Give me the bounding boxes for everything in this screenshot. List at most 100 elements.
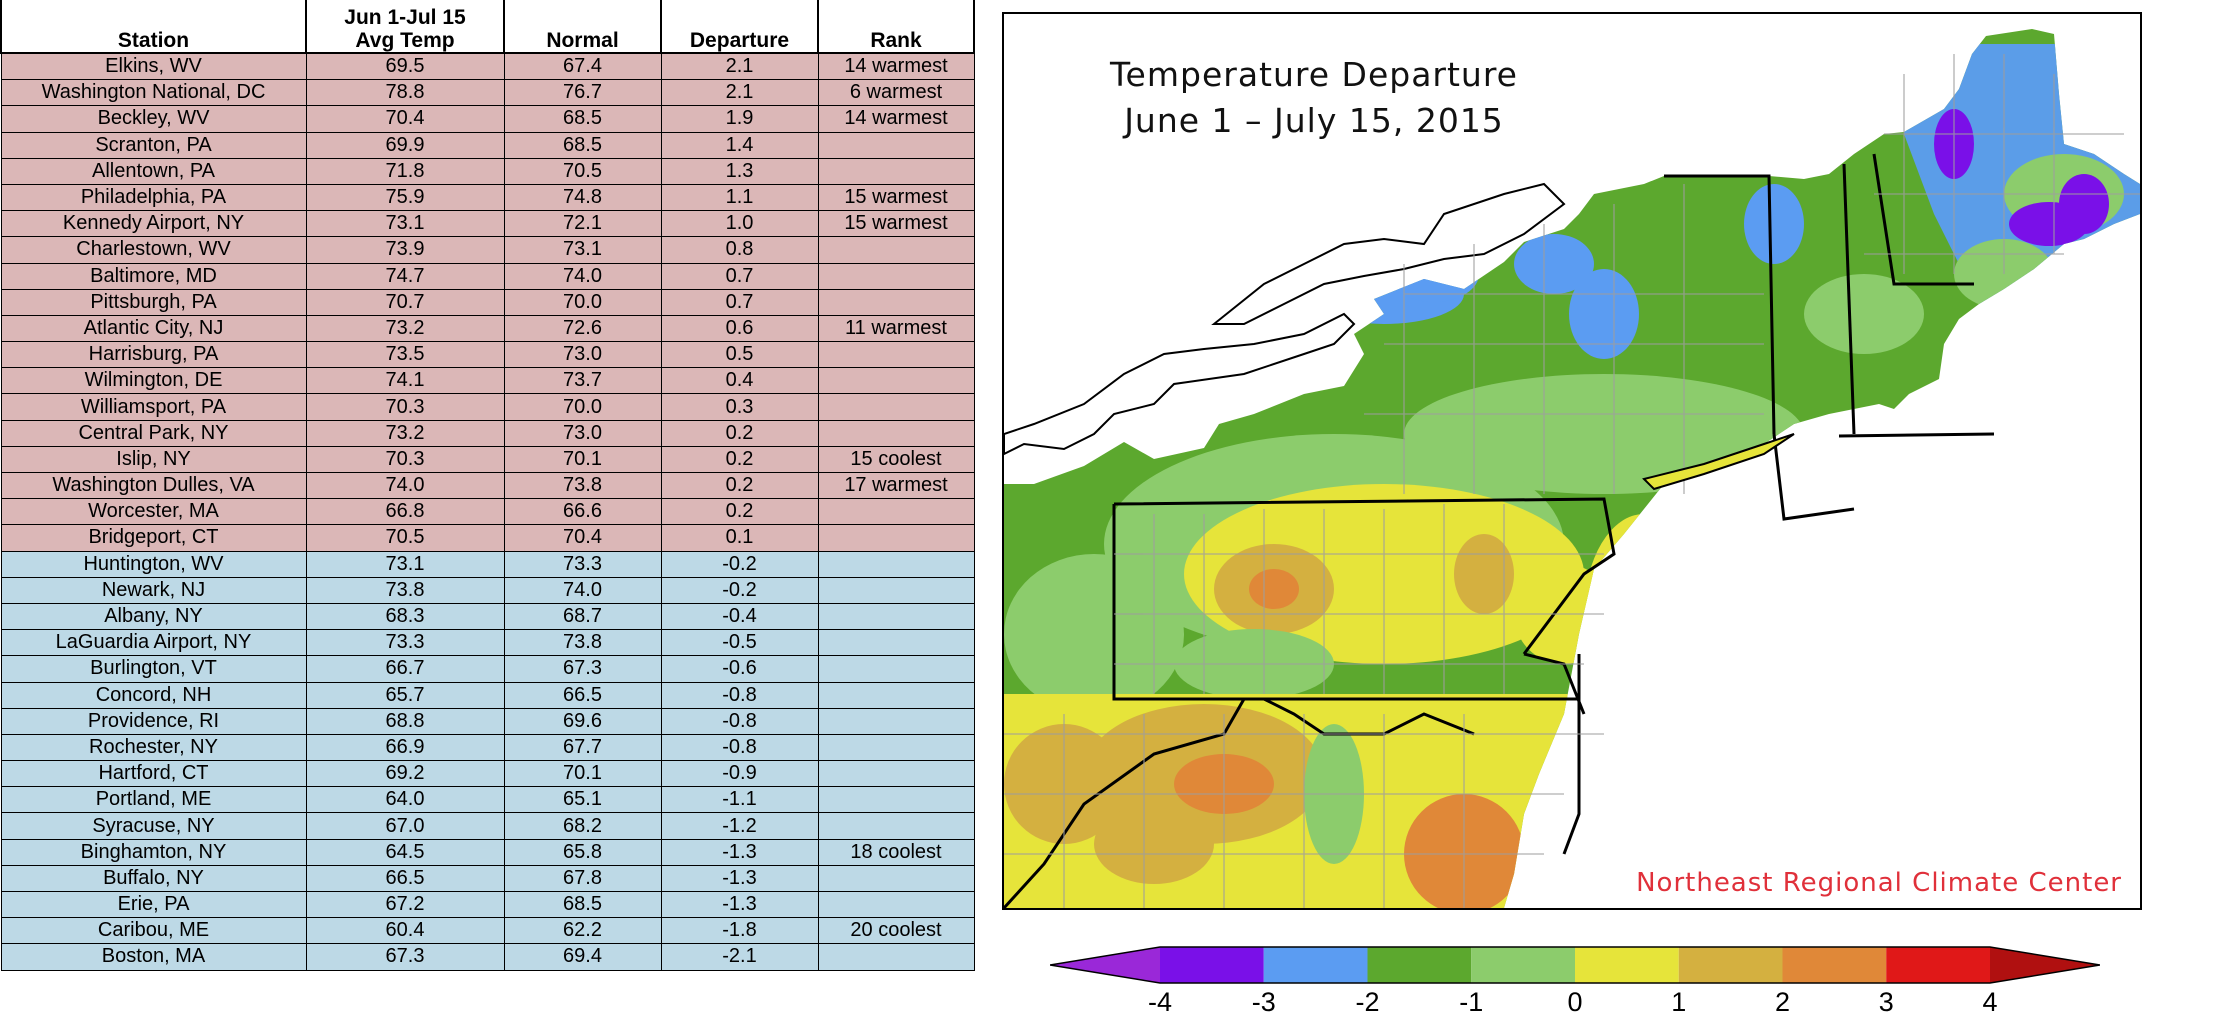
cell-rank: 17 warmest — [817, 471, 975, 500]
cell-station: Syracuse, NY — [0, 812, 307, 840]
table-row: Worcester, MA 66.8 66.6 0.2 — [0, 498, 975, 526]
cell-departure: -1.1 — [660, 786, 819, 814]
cell-rank: 18 coolest — [817, 838, 975, 866]
cell-departure: -0.8 — [660, 681, 819, 709]
cell-departure: -1.3 — [660, 838, 819, 866]
cell-departure: 0.2 — [660, 471, 819, 500]
cell-avg: 66.5 — [305, 864, 505, 893]
table-row: Washington National, DC 78.8 76.7 2.1 6 warm… — [0, 79, 975, 107]
cell-departure: -0.8 — [660, 733, 819, 762]
cell-station: Washington National, DC — [0, 79, 307, 107]
cell-normal: 73.0 — [503, 341, 662, 369]
table-row: Caribou, ME 60.4 62.2 -1.8 20 coolest — [0, 917, 975, 945]
table-header-row: Station Jun 1-Jul 15 Avg Temp Normal Dep… — [0, 0, 975, 54]
table-row: Portland, ME 64.0 65.1 -1.1 — [0, 786, 975, 814]
cell-normal: 66.6 — [503, 498, 662, 526]
long-island — [1642, 433, 1795, 491]
cell-station: Albany, NY — [0, 602, 307, 631]
table-row: Buffalo, NY 66.5 67.8 -1.3 — [0, 864, 975, 893]
cell-avg: 69.2 — [305, 760, 505, 788]
cell-normal: 70.1 — [503, 445, 662, 474]
cell-rank — [817, 890, 975, 919]
cell-rank: 11 warmest — [817, 314, 975, 343]
cell-departure: 0.7 — [660, 262, 819, 290]
cell-normal: 62.2 — [503, 917, 662, 945]
county-lines — [1004, 54, 2140, 908]
cell-normal: 72.6 — [503, 314, 662, 343]
cell-avg: 70.5 — [305, 524, 505, 552]
cell-departure: -1.3 — [660, 864, 819, 893]
cell-station: Charlestown, WV — [0, 236, 307, 264]
legend-tick-label: -1 — [1459, 987, 1484, 1017]
cell-departure: 1.4 — [660, 131, 819, 159]
departure-contours — [1004, 44, 2140, 908]
cell-avg: 73.3 — [305, 629, 505, 657]
color-scale-bar — [1049, 946, 2101, 984]
header-station: Station — [0, 0, 307, 54]
cell-avg: 75.9 — [305, 183, 505, 212]
table-row: Central Park, NY 73.2 73.0 0.2 — [0, 419, 975, 447]
cell-rank — [817, 157, 975, 185]
cell-rank: 15 warmest — [817, 210, 975, 238]
cell-avg: 74.7 — [305, 262, 505, 290]
cell-station: Islip, NY — [0, 445, 307, 474]
cell-rank — [817, 131, 975, 159]
cell-station: Wilmington, DE — [0, 367, 307, 395]
cell-station: Hartford, CT — [0, 760, 307, 788]
cell-avg: 70.3 — [305, 393, 505, 421]
cell-station: Beckley, WV — [0, 105, 307, 133]
cell-normal: 66.5 — [503, 681, 662, 709]
header-normal: Normal — [503, 0, 662, 54]
state-borders — [1004, 153, 1995, 908]
cell-avg: 67.0 — [305, 812, 505, 840]
legend-bin-minus4-minus3 — [1160, 947, 1264, 983]
cell-avg: 67.2 — [305, 890, 505, 919]
table-row: Rochester, NY 66.9 67.7 -0.8 — [0, 733, 975, 762]
cell-station: Atlantic City, NJ — [0, 314, 307, 343]
map-title-line2: June 1 – July 15, 2015 — [1124, 101, 1504, 140]
cell-normal: 73.1 — [503, 236, 662, 264]
legend-tick-label: 3 — [1878, 987, 1894, 1017]
cell-station: Portland, ME — [0, 786, 307, 814]
cell-departure: 0.4 — [660, 367, 819, 395]
legend-arrow-above-4 — [1990, 947, 2100, 983]
table-row: Burlington, VT 66.7 67.3 -0.6 — [0, 655, 975, 683]
cell-avg: 69.9 — [305, 131, 505, 159]
cell-avg: 70.4 — [305, 105, 505, 133]
cell-station: Baltimore, MD — [0, 262, 307, 290]
table-row: Philadelphia, PA 75.9 74.8 1.1 15 warmest — [0, 183, 975, 212]
legend-tick-label: 1 — [1671, 987, 1687, 1017]
map-canvas — [1004, 29, 2140, 908]
cell-station: Allentown, PA — [0, 157, 307, 185]
cell-station: Rochester, NY — [0, 733, 307, 762]
legend-bin-1-2 — [1678, 947, 1783, 983]
table-body: Elkins, WV 69.5 67.4 2.1 14 warmest Washingto… — [0, 52, 975, 971]
table-row: Boston, MA 67.3 69.4 -2.1 — [0, 943, 975, 971]
cell-departure: 1.0 — [660, 210, 819, 238]
cell-normal: 72.1 — [503, 210, 662, 238]
cell-avg: 73.1 — [305, 210, 505, 238]
table-row: Wilmington, DE 74.1 73.7 0.4 — [0, 367, 975, 395]
cell-rank — [817, 524, 975, 552]
legend-bin-minus3-minus2 — [1263, 947, 1368, 983]
cell-station: Huntington, WV — [0, 550, 307, 578]
cell-departure: -0.8 — [660, 707, 819, 735]
cell-normal: 65.8 — [503, 838, 662, 866]
cell-normal: 69.6 — [503, 707, 662, 735]
legend-tick-label: -3 — [1251, 987, 1276, 1017]
cell-departure: 0.3 — [660, 393, 819, 421]
cell-rank: 20 coolest — [817, 917, 975, 945]
cell-departure: 1.3 — [660, 157, 819, 185]
cell-normal: 67.4 — [503, 52, 662, 81]
table-row: Islip, NY 70.3 70.1 0.2 15 coolest — [0, 445, 975, 474]
cell-normal: 68.2 — [503, 812, 662, 840]
legend-tick-label: 4 — [1982, 987, 1998, 1017]
cell-rank — [817, 576, 975, 604]
table-row: Binghamton, NY 64.5 65.8 -1.3 18 coolest — [0, 838, 975, 866]
cell-rank — [817, 550, 975, 578]
cell-avg: 64.0 — [305, 786, 505, 814]
cell-avg: 70.7 — [305, 288, 505, 316]
cell-normal: 68.5 — [503, 131, 662, 159]
legend-tick-label: 0 — [1567, 987, 1583, 1017]
station-table-container: Station Jun 1-Jul 15 Avg Temp Normal Dep… — [0, 0, 975, 971]
